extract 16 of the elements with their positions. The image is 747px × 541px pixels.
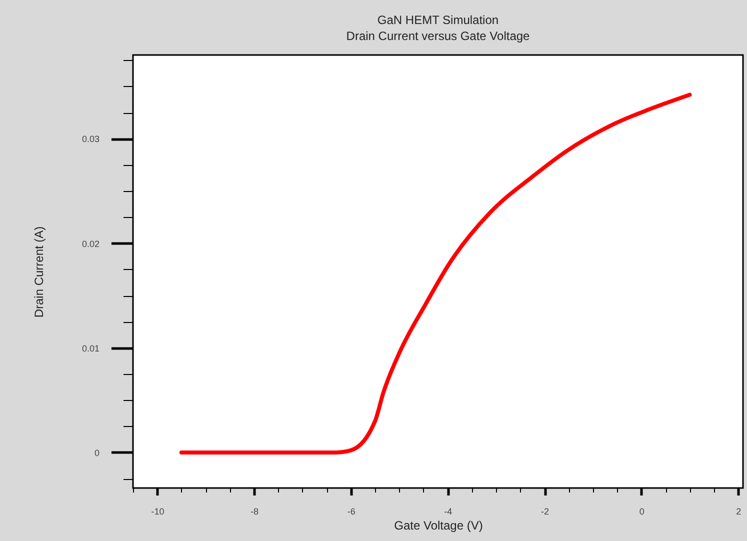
- y-tick-label: 0.03: [82, 134, 100, 144]
- x-tick-label: -4: [444, 506, 452, 516]
- x-tick-label: -2: [541, 506, 550, 516]
- line-series: [179, 92, 692, 454]
- y-tick-label: 0.02: [82, 238, 100, 249]
- x-tick-label: -6: [347, 506, 356, 516]
- x-tick-label: 0: [639, 506, 644, 516]
- x-tick-label: 2: [736, 506, 742, 516]
- x-tick-label: -8: [250, 506, 259, 516]
- y-tick-label: 0: [94, 448, 100, 458]
- chart-subtitle: Drain Current versus Gate Voltage: [346, 29, 530, 43]
- chart-title: GaN HEMT Simulation: [377, 13, 499, 27]
- y-axis-title: Drain Current (A): [32, 226, 46, 318]
- y-tick-label: 0.01: [82, 343, 100, 354]
- x-tick-label: -10: [151, 506, 164, 516]
- x-axis-title: Gate Voltage (V): [394, 518, 483, 532]
